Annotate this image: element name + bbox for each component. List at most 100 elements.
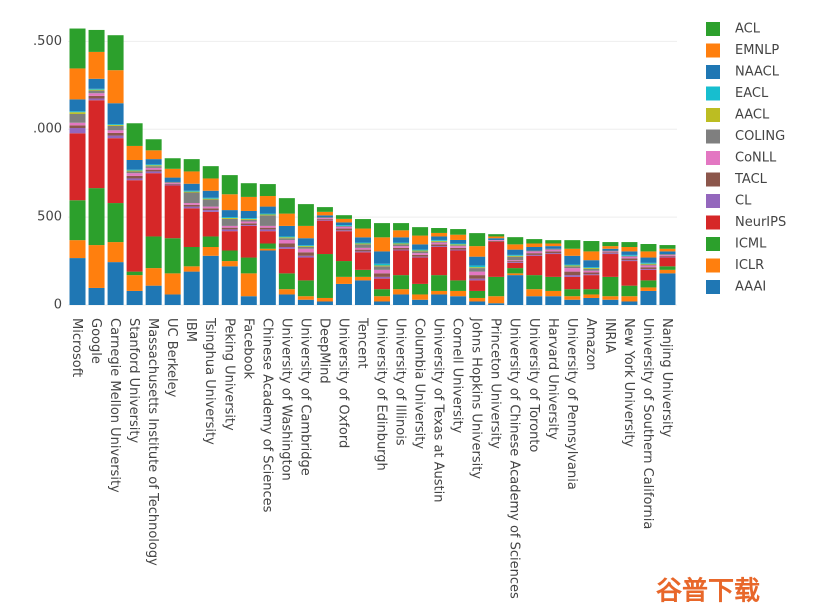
bar-segment — [393, 247, 410, 250]
bar-segment — [354, 249, 371, 252]
bar-segment — [126, 290, 143, 305]
legend-label: ACL — [735, 22, 761, 37]
bar-segment — [564, 266, 581, 269]
bar-segment — [69, 111, 86, 113]
bar-segment — [602, 251, 619, 253]
bar-segment — [507, 262, 524, 269]
bar-segment — [278, 248, 295, 274]
bar-segment — [259, 229, 276, 232]
bar-segment — [316, 218, 333, 220]
bar-segment — [412, 294, 429, 300]
bar-segment — [621, 296, 638, 302]
legend-label: NeurIPS — [735, 215, 786, 230]
x-tick-label: Amazon — [583, 318, 598, 371]
bar-segment — [659, 254, 676, 256]
x-tick-label: University of Edinburgh — [374, 318, 389, 471]
legend-label: EMNLP — [735, 43, 779, 58]
bar-segment — [297, 257, 314, 281]
bar-segment — [412, 250, 429, 252]
x-tick-label: IBM — [183, 318, 198, 342]
bar-segment — [488, 276, 505, 297]
bar-segment — [602, 299, 619, 305]
bar-segment — [583, 272, 600, 275]
bar-segment — [126, 169, 143, 171]
bar-segment — [659, 248, 676, 252]
bar-segment — [545, 246, 562, 249]
bar-segment — [374, 223, 391, 238]
bar-segment — [564, 271, 581, 276]
bar-segment — [240, 218, 257, 219]
bar-segment — [221, 250, 238, 262]
bar-segment — [164, 273, 181, 295]
bar-segment — [393, 230, 410, 238]
bar-segment — [221, 175, 238, 195]
bar-segment — [450, 280, 467, 291]
bar-segment — [374, 269, 391, 274]
bar-segment — [164, 184, 181, 186]
bar-segment — [450, 245, 467, 247]
bar-segment — [583, 251, 600, 261]
bar-segment — [164, 294, 181, 305]
bar-segment — [183, 206, 200, 209]
bar-segment — [374, 251, 391, 264]
bar-segment — [335, 276, 352, 284]
bar-segment — [507, 255, 524, 257]
legend-swatch — [706, 258, 720, 273]
bar-segment — [621, 260, 638, 262]
bar-segment — [374, 276, 391, 279]
bar-segment — [107, 125, 124, 126]
bar-segment — [354, 244, 371, 248]
bar-segment — [202, 178, 219, 191]
bar-segment — [145, 166, 162, 168]
bar-segment — [488, 303, 505, 305]
bar-segment — [126, 175, 143, 179]
bar-segment — [393, 289, 410, 295]
bar-segment — [126, 178, 143, 181]
bar-segment — [507, 268, 524, 274]
legend-swatch — [706, 65, 720, 79]
bar-segment — [526, 239, 543, 244]
bar-segment — [469, 278, 486, 281]
bar-segment — [659, 257, 676, 267]
bar-segment — [583, 260, 600, 268]
bar-segment — [640, 257, 657, 263]
bar-segment — [88, 245, 105, 288]
bar-segment — [183, 204, 200, 207]
bar-segment — [240, 225, 257, 226]
bar-segment — [621, 247, 638, 252]
legend-swatch — [706, 22, 720, 36]
bar-segment — [488, 296, 505, 304]
bar-segment — [278, 198, 295, 214]
legend-swatch — [706, 280, 720, 294]
x-tick-label: Tsinghua University — [202, 317, 217, 445]
x-tick-label: UC Berkeley — [164, 318, 179, 398]
bar-segment — [240, 196, 257, 211]
bar-segment — [583, 241, 600, 252]
bar-segment — [526, 275, 543, 290]
bar-segment — [316, 218, 333, 219]
bar-segment — [221, 217, 238, 218]
bar-segment — [564, 299, 581, 305]
bar-segment — [393, 249, 410, 251]
bar-segment — [354, 251, 371, 253]
bar-segment — [145, 285, 162, 305]
bar-segment — [431, 242, 448, 245]
bar-segment — [659, 254, 676, 255]
bar-segment — [126, 275, 143, 291]
bar-segment — [202, 206, 219, 209]
legend-swatch — [706, 108, 720, 122]
bar-segment — [69, 200, 86, 241]
bar-segment — [564, 264, 581, 266]
bar-segment — [259, 184, 276, 197]
bar-segment — [545, 248, 562, 250]
bar-segment — [602, 242, 619, 247]
bar-segment — [240, 223, 257, 226]
bar-segment — [450, 239, 467, 244]
bar-segment — [164, 177, 181, 182]
bar-segment — [107, 203, 124, 243]
bar-segment — [107, 125, 124, 131]
legend-label: CL — [735, 194, 752, 209]
bar-segment — [526, 251, 543, 254]
bar-segment — [393, 275, 410, 290]
bar-segment — [450, 244, 467, 246]
